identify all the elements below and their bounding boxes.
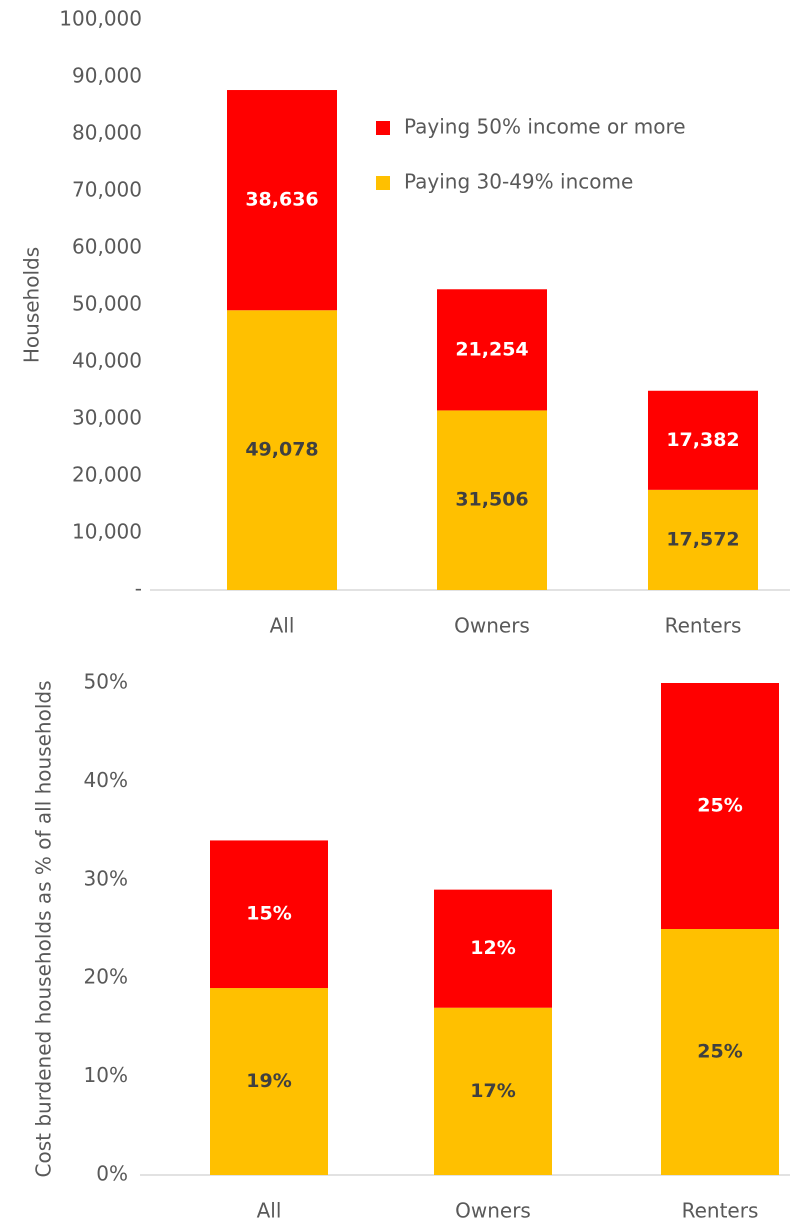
y-tick-label: -: [135, 577, 142, 601]
value-label: 25%: [697, 1041, 742, 1063]
bar-segment: [648, 390, 758, 490]
legend-label: Paying 30-49% income: [404, 170, 633, 194]
y-axis-label: Cost burdened households as % of all hou…: [32, 680, 56, 1177]
y-tick-label: 10,000: [72, 520, 142, 544]
y-tick-label: 30,000: [72, 406, 142, 430]
y-tick-label: 50%: [84, 670, 128, 694]
x-tick-label: Owners: [454, 614, 530, 638]
y-tick-label: 0%: [96, 1162, 128, 1186]
legend-label: Paying 50% income or more: [404, 115, 686, 139]
value-label: 31,506: [455, 489, 528, 511]
bar-segment: [434, 889, 552, 1008]
bar-segment: [434, 1007, 552, 1175]
value-label: 15%: [246, 903, 291, 925]
y-tick-label: 20%: [84, 965, 128, 989]
x-tick-label: All: [257, 1199, 282, 1223]
x-tick-label: Owners: [455, 1199, 531, 1223]
value-label: 17%: [470, 1080, 515, 1102]
value-label: 38,636: [245, 189, 318, 211]
bar-segment: [210, 840, 328, 989]
y-tick-label: 70,000: [72, 178, 142, 202]
x-tick-label: All: [270, 614, 295, 638]
bar-segment: [227, 310, 337, 590]
bar-segment: [227, 90, 337, 311]
value-label: 25%: [697, 795, 742, 817]
bar-segment: [661, 683, 779, 929]
bar-segment: [210, 988, 328, 1175]
y-tick-label: 40%: [84, 768, 128, 792]
legend-swatch: [376, 121, 390, 135]
y-tick-label: 100,000: [59, 7, 142, 31]
y-tick-label: 30%: [84, 866, 128, 890]
y-tick-label: 90,000: [72, 64, 142, 88]
y-axis-label: Households: [20, 247, 44, 363]
y-tick-label: 80,000: [72, 121, 142, 145]
legend-swatch: [376, 176, 390, 190]
value-label: 17,382: [666, 429, 739, 451]
value-label: 49,078: [245, 439, 318, 461]
bar-segment: [648, 489, 758, 590]
value-label: 17,572: [666, 528, 739, 550]
bar-segment: [437, 410, 547, 590]
x-tick-label: Renters: [665, 614, 742, 638]
y-tick-label: 10%: [84, 1063, 128, 1087]
y-tick-label: 20,000: [72, 463, 142, 487]
x-tick-label: Renters: [682, 1199, 759, 1223]
bar-segment: [661, 929, 779, 1175]
y-tick-label: 40,000: [72, 349, 142, 373]
y-tick-label: 60,000: [72, 235, 142, 259]
value-label: 21,254: [455, 338, 528, 360]
value-label: 19%: [246, 1070, 291, 1092]
bar-segment: [437, 289, 547, 411]
value-label: 12%: [470, 937, 515, 959]
y-tick-label: 50,000: [72, 292, 142, 316]
